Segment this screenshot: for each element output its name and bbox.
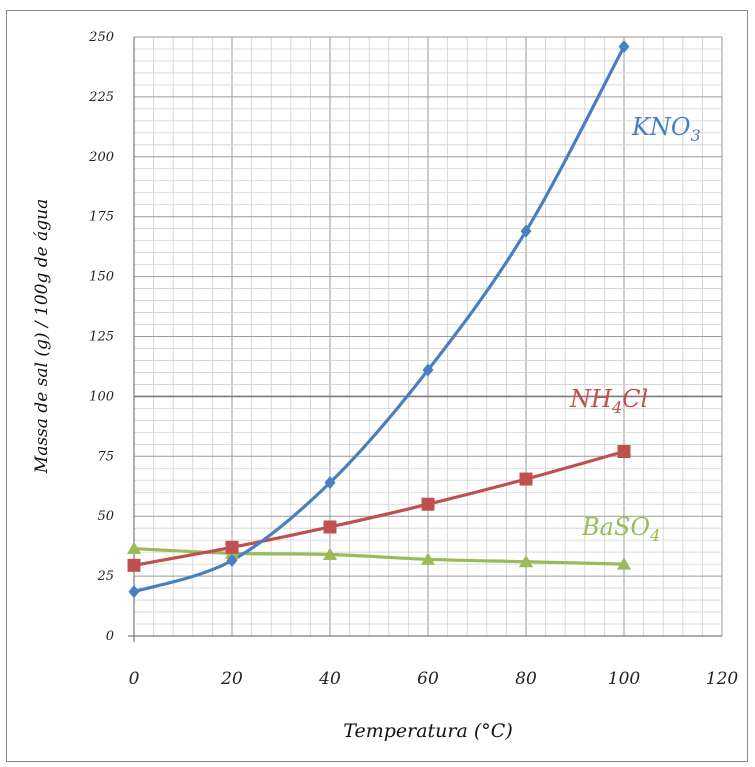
x-tick-label: 20 bbox=[220, 669, 243, 689]
series-label-kno: KNO3 bbox=[631, 113, 701, 145]
data-point-diamond bbox=[128, 585, 140, 599]
y-tick-label: 0 bbox=[106, 629, 114, 644]
y-tick-label: 100 bbox=[89, 389, 114, 404]
y-tick-label: 50 bbox=[97, 509, 114, 524]
data-point-diamond bbox=[520, 224, 532, 238]
data-point-square bbox=[421, 497, 435, 511]
y-tick-label: 200 bbox=[88, 150, 114, 165]
y-axis-title: Massa de sal (g) / 100g de água bbox=[32, 199, 52, 474]
x-tick-label: 0 bbox=[129, 669, 140, 689]
y-tick-label: 150 bbox=[89, 270, 114, 285]
x-tick-label: 120 bbox=[706, 669, 739, 689]
data-point-square bbox=[323, 520, 337, 534]
series-labels: KNO3 NH4Cl BaSO4 bbox=[569, 113, 701, 545]
series-label-baso: BaSO4 bbox=[581, 513, 660, 545]
x-tick-label: 100 bbox=[608, 669, 641, 689]
y-tick-label: 25 bbox=[96, 569, 114, 584]
data-point-square bbox=[519, 472, 533, 486]
series-label-nh: NH4Cl bbox=[569, 385, 648, 417]
data-point-triangle bbox=[323, 547, 337, 561]
y-tick-label: 75 bbox=[97, 449, 114, 464]
data-point-diamond bbox=[618, 40, 630, 54]
x-tick-label: 80 bbox=[515, 669, 537, 689]
x-tick-labels: 0 20 40 60 80 100 120 bbox=[129, 669, 739, 689]
data-point-triangle bbox=[127, 541, 141, 555]
data-point-diamond bbox=[226, 554, 238, 568]
data-point-triangle bbox=[519, 554, 533, 568]
data-point-diamond bbox=[422, 363, 434, 377]
y-tick-label: 175 bbox=[89, 210, 114, 225]
data-point-square bbox=[225, 540, 239, 554]
series-line-kno bbox=[132, 44, 626, 594]
data-point-triangle bbox=[421, 552, 435, 565]
y-tick-label: 250 bbox=[88, 30, 114, 45]
y-tick-label: 125 bbox=[89, 330, 114, 345]
grid bbox=[128, 36, 723, 642]
x-tick-label: 60 bbox=[417, 669, 439, 689]
series-line-baso bbox=[132, 546, 626, 566]
data-point-square bbox=[127, 558, 141, 572]
data-point-diamond bbox=[324, 476, 336, 490]
series-lines bbox=[132, 44, 626, 594]
y-tick-label: 225 bbox=[88, 90, 114, 105]
y-tick-labels: 0 25 50 75 100 125 150 175 200 225 250 bbox=[88, 30, 114, 644]
data-point-square bbox=[617, 445, 631, 459]
data-point-triangle bbox=[617, 557, 631, 570]
series-markers bbox=[127, 40, 631, 599]
x-axis-title: Temperatura (°C) bbox=[343, 720, 512, 742]
x-tick-label: 40 bbox=[318, 669, 341, 689]
